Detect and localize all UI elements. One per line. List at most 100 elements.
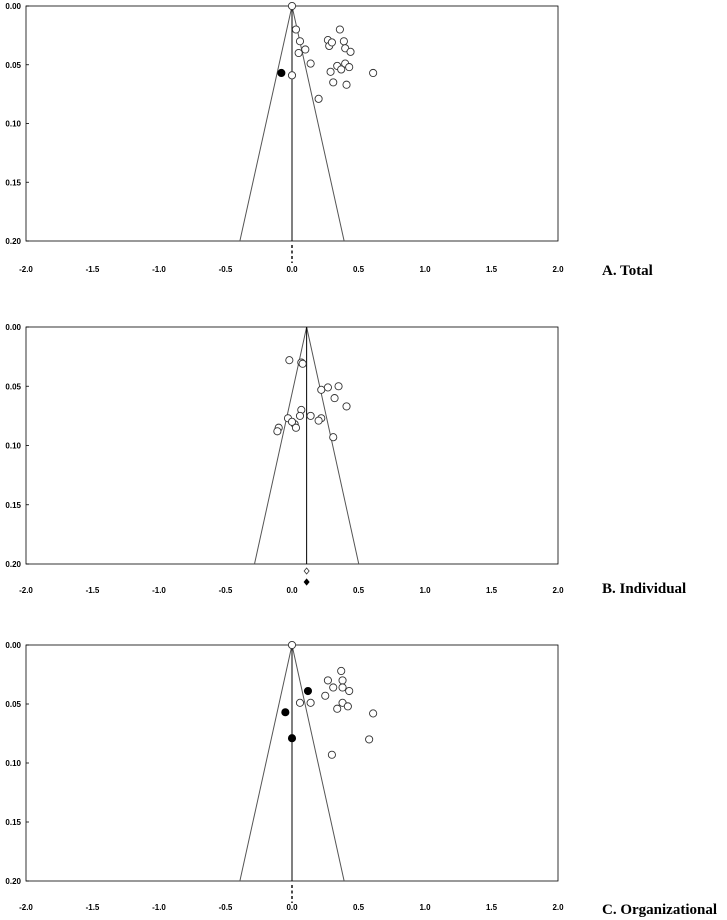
observed-study-point [321, 691, 330, 700]
y-tick-label: 0.15 [5, 178, 21, 187]
observed-study-point [346, 47, 355, 56]
observed-study-point [329, 683, 338, 692]
funnel-line-right [291, 644, 345, 882]
imputed-study-point [287, 734, 297, 743]
observed-study-point [329, 78, 338, 87]
observed-study-point [285, 356, 294, 365]
y-tick-label: 0.15 [5, 501, 21, 510]
observed-study-point [327, 38, 336, 47]
x-tick-label: -1.5 [86, 586, 100, 595]
funnel-lines [254, 326, 360, 565]
observed-study-point [342, 402, 351, 411]
adjusted-pooled-diamond [303, 578, 310, 586]
y-tick-label: 0.20 [5, 237, 21, 246]
observed-study-point [330, 394, 339, 403]
observed-study-point [317, 385, 326, 394]
y-tick-label: 0.15 [5, 818, 21, 827]
y-tick-label: 0.20 [5, 877, 21, 886]
panel-title: B. Individual [602, 581, 686, 597]
observed-study-point [333, 704, 342, 713]
x-tick-label: 1.5 [486, 586, 498, 595]
x-tick-label: 2.0 [552, 903, 564, 912]
imputed-study-point [303, 686, 313, 696]
observed-study-point [306, 59, 315, 68]
x-tick-label: -2.0 [19, 903, 33, 912]
x-tick-label: -1.0 [152, 903, 166, 912]
funnel-line-left [239, 644, 293, 882]
y-tick-label: 0.20 [5, 560, 21, 569]
y-tick-label: 0.05 [5, 700, 21, 709]
observed-study-point [327, 750, 336, 759]
observed-study-point [287, 417, 297, 426]
y-tick-label: 0.05 [5, 382, 21, 391]
observed-study-point [295, 698, 305, 707]
y-tick-label: 0.10 [5, 442, 21, 451]
x-tick-label: -0.5 [219, 903, 233, 912]
observed-study-point [287, 71, 297, 80]
observed-study-point [369, 709, 378, 718]
panel-title: A. Total [602, 263, 653, 279]
observed-study-point [345, 63, 354, 72]
y-tick-label: 0.10 [5, 120, 21, 129]
funnel-line-left [254, 326, 308, 565]
x-tick-label: -1.5 [86, 265, 100, 274]
funnel-panel-2: 0.00 0.05 0.10 0.15 0.20 -2.0 -1.5 -1.0 -0.5 0.0 0… [5, 323, 686, 597]
x-tick-label: 1.0 [419, 903, 431, 912]
observed-study-point [323, 676, 332, 685]
observed-study-point [329, 433, 338, 442]
x-tick-label: -2.0 [19, 586, 33, 595]
observed-study-point [338, 676, 347, 685]
imputed-study-point [277, 68, 286, 78]
x-tick-label: 2.0 [552, 265, 564, 274]
observed-study-point [323, 383, 332, 392]
funnel-panel-3: 0.00 0.05 0.10 0.15 0.20 -2.0 -1.5 -1.0 -0.5 0.0 0… [5, 640, 717, 918]
observed-study-point [287, 1, 297, 11]
observed-study-point [337, 65, 346, 74]
x-tick-label: -1.0 [152, 265, 166, 274]
observed-study-point [287, 640, 297, 650]
x-tick-label: -0.5 [219, 586, 233, 595]
funnel-line-right [306, 326, 360, 565]
x-tick-label: 1.0 [419, 586, 431, 595]
x-tick-label: 1.5 [486, 265, 498, 274]
observed-study-point [298, 359, 307, 368]
observed-study-point [326, 67, 335, 76]
imputed-studies [277, 68, 286, 78]
y-tick-label: 0.10 [5, 759, 21, 768]
observed-study-point [369, 68, 378, 78]
funnel-lines [239, 644, 345, 882]
imputed-study-point [281, 708, 290, 717]
observed-studies [287, 640, 378, 759]
funnel-panel-1: 0.00 0.05 0.10 0.15 0.20 -2.0 -1.5 -1.0 -0.5 0.0 0… [5, 1, 653, 279]
observed-study-point [306, 411, 315, 420]
x-tick-label: 2.0 [552, 586, 564, 595]
observed-studies [287, 1, 378, 103]
observed-study-point [338, 683, 347, 692]
x-tick-label: 0.0 [286, 265, 298, 274]
observed-study-point [342, 80, 351, 89]
x-tick-label: 1.0 [419, 265, 431, 274]
observed-study-point [291, 25, 301, 34]
y-tick-label: 0.05 [5, 61, 21, 70]
panel-title: C. Organizational [602, 902, 717, 918]
observed-study-point [343, 702, 352, 711]
observed-study-point [345, 686, 354, 696]
observed-study-point [337, 666, 346, 676]
x-tick-label: 0.0 [286, 903, 298, 912]
observed-study-point [291, 423, 301, 432]
observed-study-point [295, 411, 305, 420]
observed-study-point [273, 427, 282, 436]
x-tick-label: -0.5 [219, 265, 233, 274]
y-tick-label: 0.00 [5, 2, 21, 11]
observed-study-point [314, 416, 323, 425]
observed-study-point [334, 382, 343, 391]
x-tick-label: 1.5 [486, 903, 498, 912]
y-tick-label: 0.00 [5, 641, 21, 650]
x-tick-label: 0.0 [286, 586, 298, 595]
x-tick-label: -1.5 [86, 903, 100, 912]
observed-study-point [306, 698, 315, 707]
x-tick-label: 0.5 [353, 586, 365, 595]
x-tick-label: 0.5 [353, 265, 365, 274]
y-tick-label: 0.00 [5, 323, 21, 332]
